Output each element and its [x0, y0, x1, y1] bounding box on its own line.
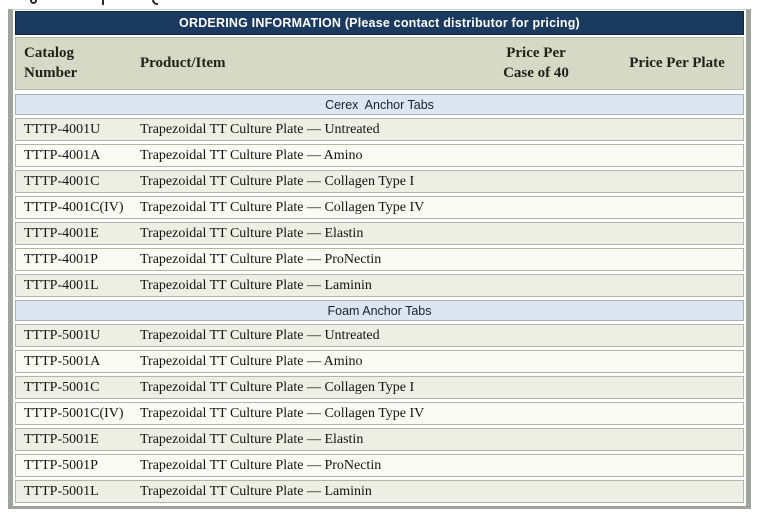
product-item-cell: Trapezoidal TT Culture Plate — Untreated	[140, 121, 380, 137]
table-row: TTTP-4001L Trapezoidal TT Culture Plate …	[15, 274, 744, 297]
table-row: TTTP-5001U Trapezoidal TT Culture Plate …	[15, 324, 744, 347]
product-item-cell: Trapezoidal TT Culture Plate — Collagen …	[140, 199, 425, 215]
table-row: TTTP-5001P Trapezoidal TT Culture Plate …	[15, 454, 744, 477]
table-row: TTTP-4001C(IV) Trapezoidal TT Culture Pl…	[15, 196, 744, 219]
clipped-text-fragments	[30, 0, 230, 6]
table-row: TTTP-4001E Trapezoidal TT Culture Plate …	[15, 222, 744, 245]
table-row: TTTP-4001P Trapezoidal TT Culture Plate …	[15, 248, 744, 271]
product-item-cell: Trapezoidal TT Culture Plate — Amino	[140, 147, 363, 163]
section-header: Cerex Anchor Tabs	[15, 94, 744, 115]
product-item-cell: Trapezoidal TT Culture Plate — Laminin	[140, 277, 372, 293]
catalog-number-cell: TTTP-4001P	[24, 251, 98, 267]
table-row: TTTP-5001A Trapezoidal TT Culture Plate …	[15, 350, 744, 373]
product-item-cell: Trapezoidal TT Culture Plate — Collagen …	[140, 173, 415, 189]
catalog-number-cell: TTTP-4001E	[24, 225, 99, 241]
product-item-cell: Trapezoidal TT Culture Plate — ProNectin	[140, 457, 382, 473]
catalog-number-cell: TTTP-4001A	[24, 147, 101, 163]
table-row: TTTP-5001E Trapezoidal TT Culture Plate …	[15, 428, 744, 451]
clipped-descender-y	[152, 0, 158, 5]
catalog-number-cell: TTTP-4001C	[24, 173, 100, 189]
column-header-catalog-number: Catalog Number	[24, 45, 78, 81]
table-title: ORDERING INFORMATION (Please contact dis…	[179, 16, 580, 30]
product-item-cell: Trapezoidal TT Culture Plate — Amino	[140, 353, 363, 369]
catalog-number-cell: TTTP-5001C(IV)	[24, 405, 124, 421]
table-row: TTTP-5001C Trapezoidal TT Culture Plate …	[15, 376, 744, 399]
catalog-number-cell: TTTP-4001L	[24, 277, 99, 293]
clipped-descender-p	[102, 0, 104, 5]
catalog-number-cell: TTTP-5001U	[24, 327, 101, 343]
product-item-cell: Trapezoidal TT Culture Plate — Collagen …	[140, 379, 415, 395]
catalog-number-cell: TTTP-5001L	[24, 483, 99, 499]
table-row: TTTP-5001L Trapezoidal TT Culture Plate …	[15, 480, 744, 503]
table-row: TTTP-4001C Trapezoidal TT Culture Plate …	[15, 170, 744, 193]
section-header: Foam Anchor Tabs	[15, 300, 744, 321]
ordering-information-table: ORDERING INFORMATION (Please contact dis…	[8, 9, 751, 509]
column-header-price-per-plate: Price Per Plate	[629, 55, 725, 71]
product-item-cell: Trapezoidal TT Culture Plate — Collagen …	[140, 405, 425, 421]
table-row: TTTP-4001A Trapezoidal TT Culture Plate …	[15, 144, 744, 167]
column-header-row: Catalog Number Product/Item Price Per Ca…	[15, 37, 744, 90]
catalog-number-cell: TTTP-5001P	[24, 457, 98, 473]
catalog-number-cell: TTTP-4001U	[24, 121, 101, 137]
column-header-price-per-case: Price Per Case of 40	[503, 45, 569, 81]
product-item-cell: Trapezoidal TT Culture Plate — Untreated	[140, 327, 380, 343]
catalog-number-cell: TTTP-5001C	[24, 379, 100, 395]
clipped-descender-g	[30, 0, 37, 4]
table-row: TTTP-4001U Trapezoidal TT Culture Plate …	[15, 118, 744, 141]
table-body: Cerex Anchor Tabs TTTP-4001U Trapezoidal…	[15, 94, 744, 503]
product-item-cell: Trapezoidal TT Culture Plate — Elastin	[140, 431, 364, 447]
product-item-cell: Trapezoidal TT Culture Plate — ProNectin	[140, 251, 382, 267]
catalog-number-cell: TTTP-4001C(IV)	[24, 199, 124, 215]
product-item-cell: Trapezoidal TT Culture Plate — Elastin	[140, 225, 364, 241]
product-item-cell: Trapezoidal TT Culture Plate — Laminin	[140, 483, 372, 499]
table-row: TTTP-5001C(IV) Trapezoidal TT Culture Pl…	[15, 402, 744, 425]
catalog-number-cell: TTTP-5001E	[24, 431, 99, 447]
table-title-bar: ORDERING INFORMATION (Please contact dis…	[15, 11, 744, 35]
column-header-product-item: Product/Item	[140, 55, 226, 71]
catalog-number-cell: TTTP-5001A	[24, 353, 101, 369]
